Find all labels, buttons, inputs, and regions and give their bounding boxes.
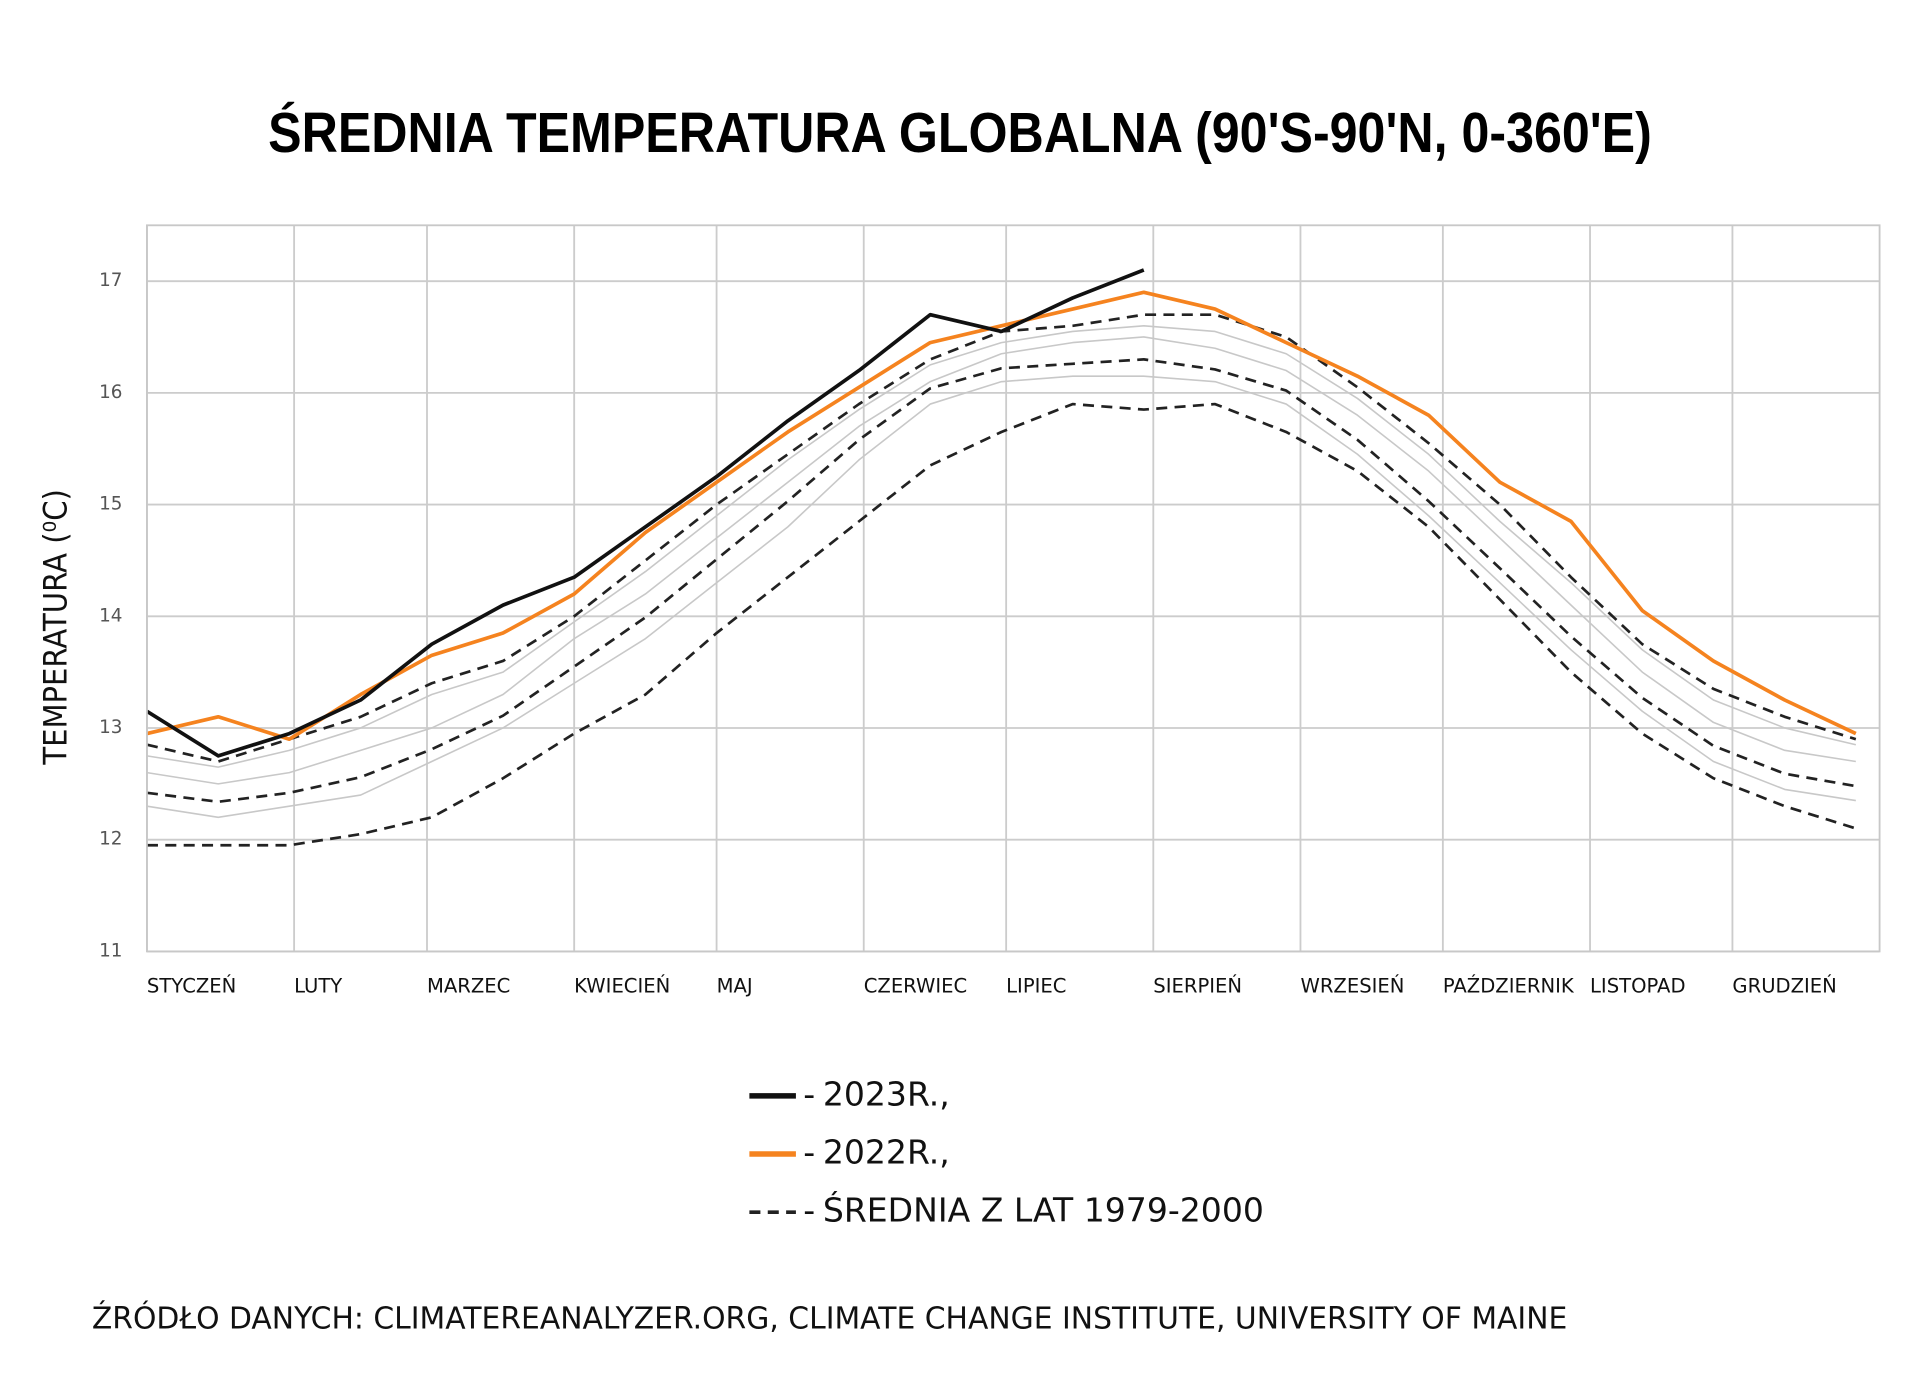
y-tick-label: 14 — [99, 605, 122, 626]
x-tick-label: PAŹDZIERNIK — [1443, 974, 1575, 997]
legend-dash: - — [803, 1074, 815, 1113]
source-note: ŹRÓDŁO DANYCH: CLIMATEREANALYZER.ORG, CL… — [92, 1299, 1568, 1336]
plot-lines — [145, 268, 1857, 847]
series-line — [146, 290, 1857, 742]
x-tick-label: MARZEC — [427, 974, 510, 997]
series-line — [145, 268, 1145, 758]
legend-label: 2022R., — [823, 1133, 950, 1172]
x-tick-label: KWIECIEŃ — [574, 974, 670, 997]
legend: 2023R.,-2022R.,-ŚREDNIA Z LAT 1979-2000- — [749, 1074, 1264, 1230]
chart-title: ŚREDNIA TEMPERATURA GLOBALNA (90'S-90'N,… — [268, 101, 1652, 164]
legend-label: ŚREDNIA Z LAT 1979-2000 — [823, 1190, 1264, 1230]
y-tick-label: 17 — [99, 270, 122, 291]
x-tick-label: MAJ — [717, 974, 753, 997]
series-line — [146, 325, 1857, 768]
y-tick-label: 11 — [99, 940, 122, 961]
x-tick-label: STYCZEŃ — [147, 974, 236, 997]
legend-dash: - — [803, 1133, 815, 1172]
x-tick-label: LUTY — [294, 974, 342, 997]
x-tick-label: CZERWIEC — [864, 974, 967, 997]
y-tick-label: 13 — [99, 717, 122, 738]
y-tick-label: 15 — [99, 494, 122, 515]
series-line — [146, 402, 1857, 847]
x-tick-label: LIPIEC — [1006, 974, 1066, 997]
series-line — [146, 375, 1856, 819]
x-tick-label: LISTOPAD — [1590, 974, 1686, 997]
series-line — [146, 336, 1856, 785]
plot-frame — [146, 224, 1881, 953]
x-tick-label: WRZESIEŃ — [1300, 974, 1404, 997]
y-tick-label: 12 — [99, 829, 122, 850]
y-axis-label: TEMPERATURA (⁰C) — [37, 489, 75, 765]
series-line — [146, 358, 1857, 804]
legend-dash: - — [803, 1191, 815, 1230]
x-tick-label: SIERPIEŃ — [1153, 974, 1242, 997]
x-tick-label: GRUDZIEŃ — [1732, 974, 1836, 997]
y-tick-label: 16 — [99, 382, 122, 403]
legend-label: 2023R., — [823, 1074, 950, 1113]
